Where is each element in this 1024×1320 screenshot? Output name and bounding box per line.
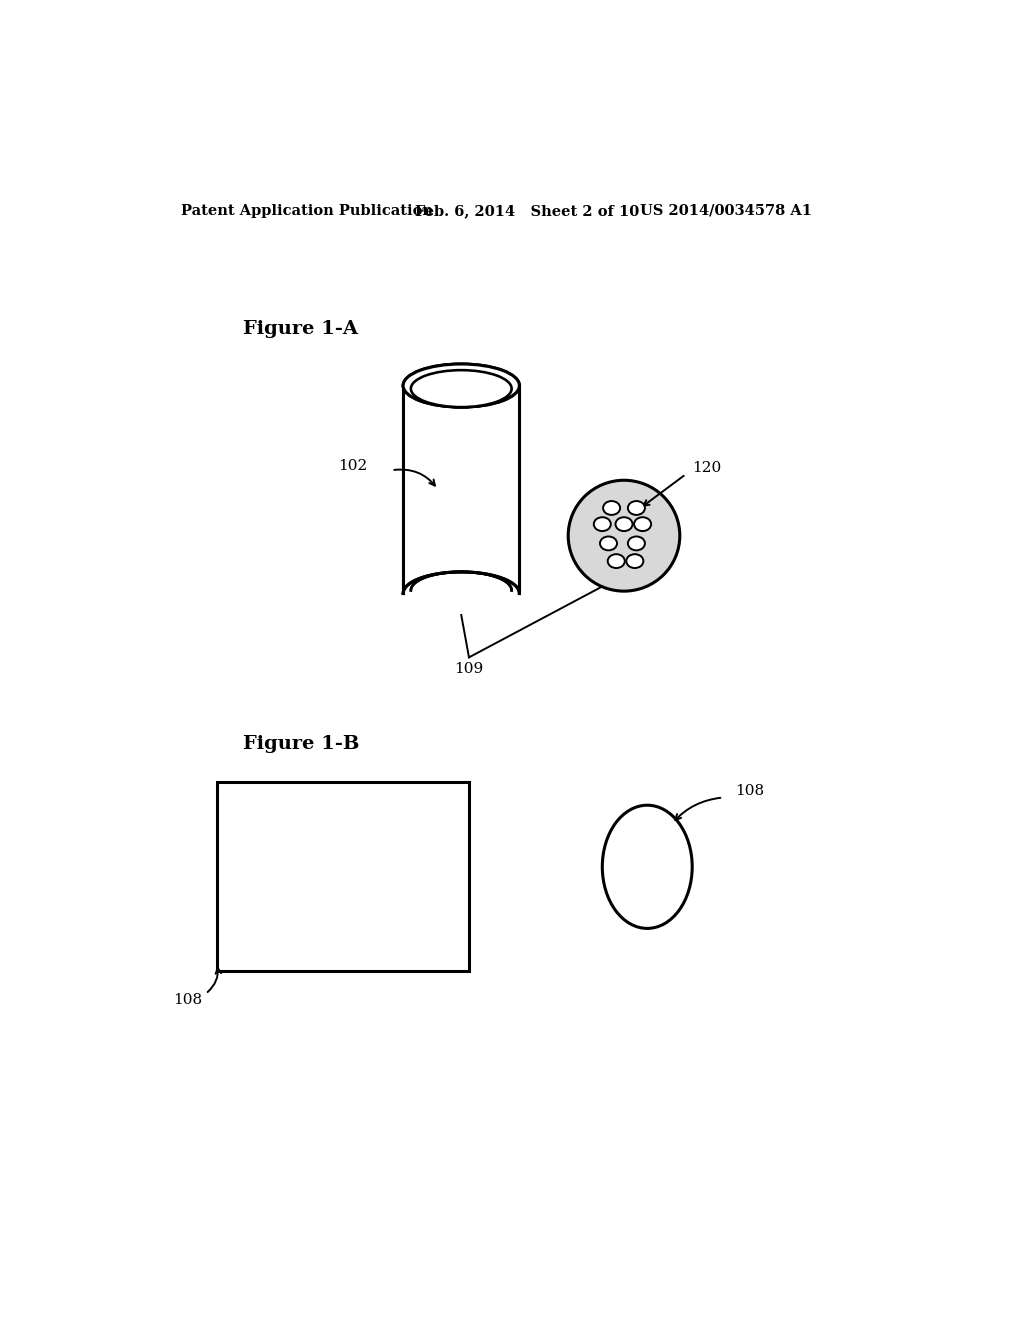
Text: Feb. 6, 2014   Sheet 2 of 10: Feb. 6, 2014 Sheet 2 of 10: [415, 203, 639, 218]
Text: 102: 102: [338, 459, 368, 474]
Ellipse shape: [600, 536, 617, 550]
Text: 109: 109: [455, 661, 483, 676]
Text: Figure 1-A: Figure 1-A: [243, 321, 357, 338]
Text: Patent Application Publication: Patent Application Publication: [180, 203, 433, 218]
Ellipse shape: [403, 364, 519, 407]
Circle shape: [568, 480, 680, 591]
Text: Figure 1-B: Figure 1-B: [243, 735, 359, 752]
Ellipse shape: [634, 517, 651, 531]
Ellipse shape: [607, 554, 625, 568]
Ellipse shape: [628, 502, 645, 515]
Ellipse shape: [603, 502, 621, 515]
Ellipse shape: [628, 536, 645, 550]
Text: US 2014/0034578 A1: US 2014/0034578 A1: [640, 203, 811, 218]
Text: 108: 108: [173, 993, 202, 1007]
Text: 120: 120: [692, 461, 722, 475]
Bar: [217, 781, 469, 970]
Ellipse shape: [615, 517, 633, 531]
Polygon shape: [403, 385, 519, 594]
Ellipse shape: [594, 517, 611, 531]
Text: 108: 108: [735, 784, 764, 799]
Ellipse shape: [411, 370, 512, 407]
Ellipse shape: [627, 554, 643, 568]
Ellipse shape: [411, 370, 512, 407]
Ellipse shape: [403, 364, 519, 407]
